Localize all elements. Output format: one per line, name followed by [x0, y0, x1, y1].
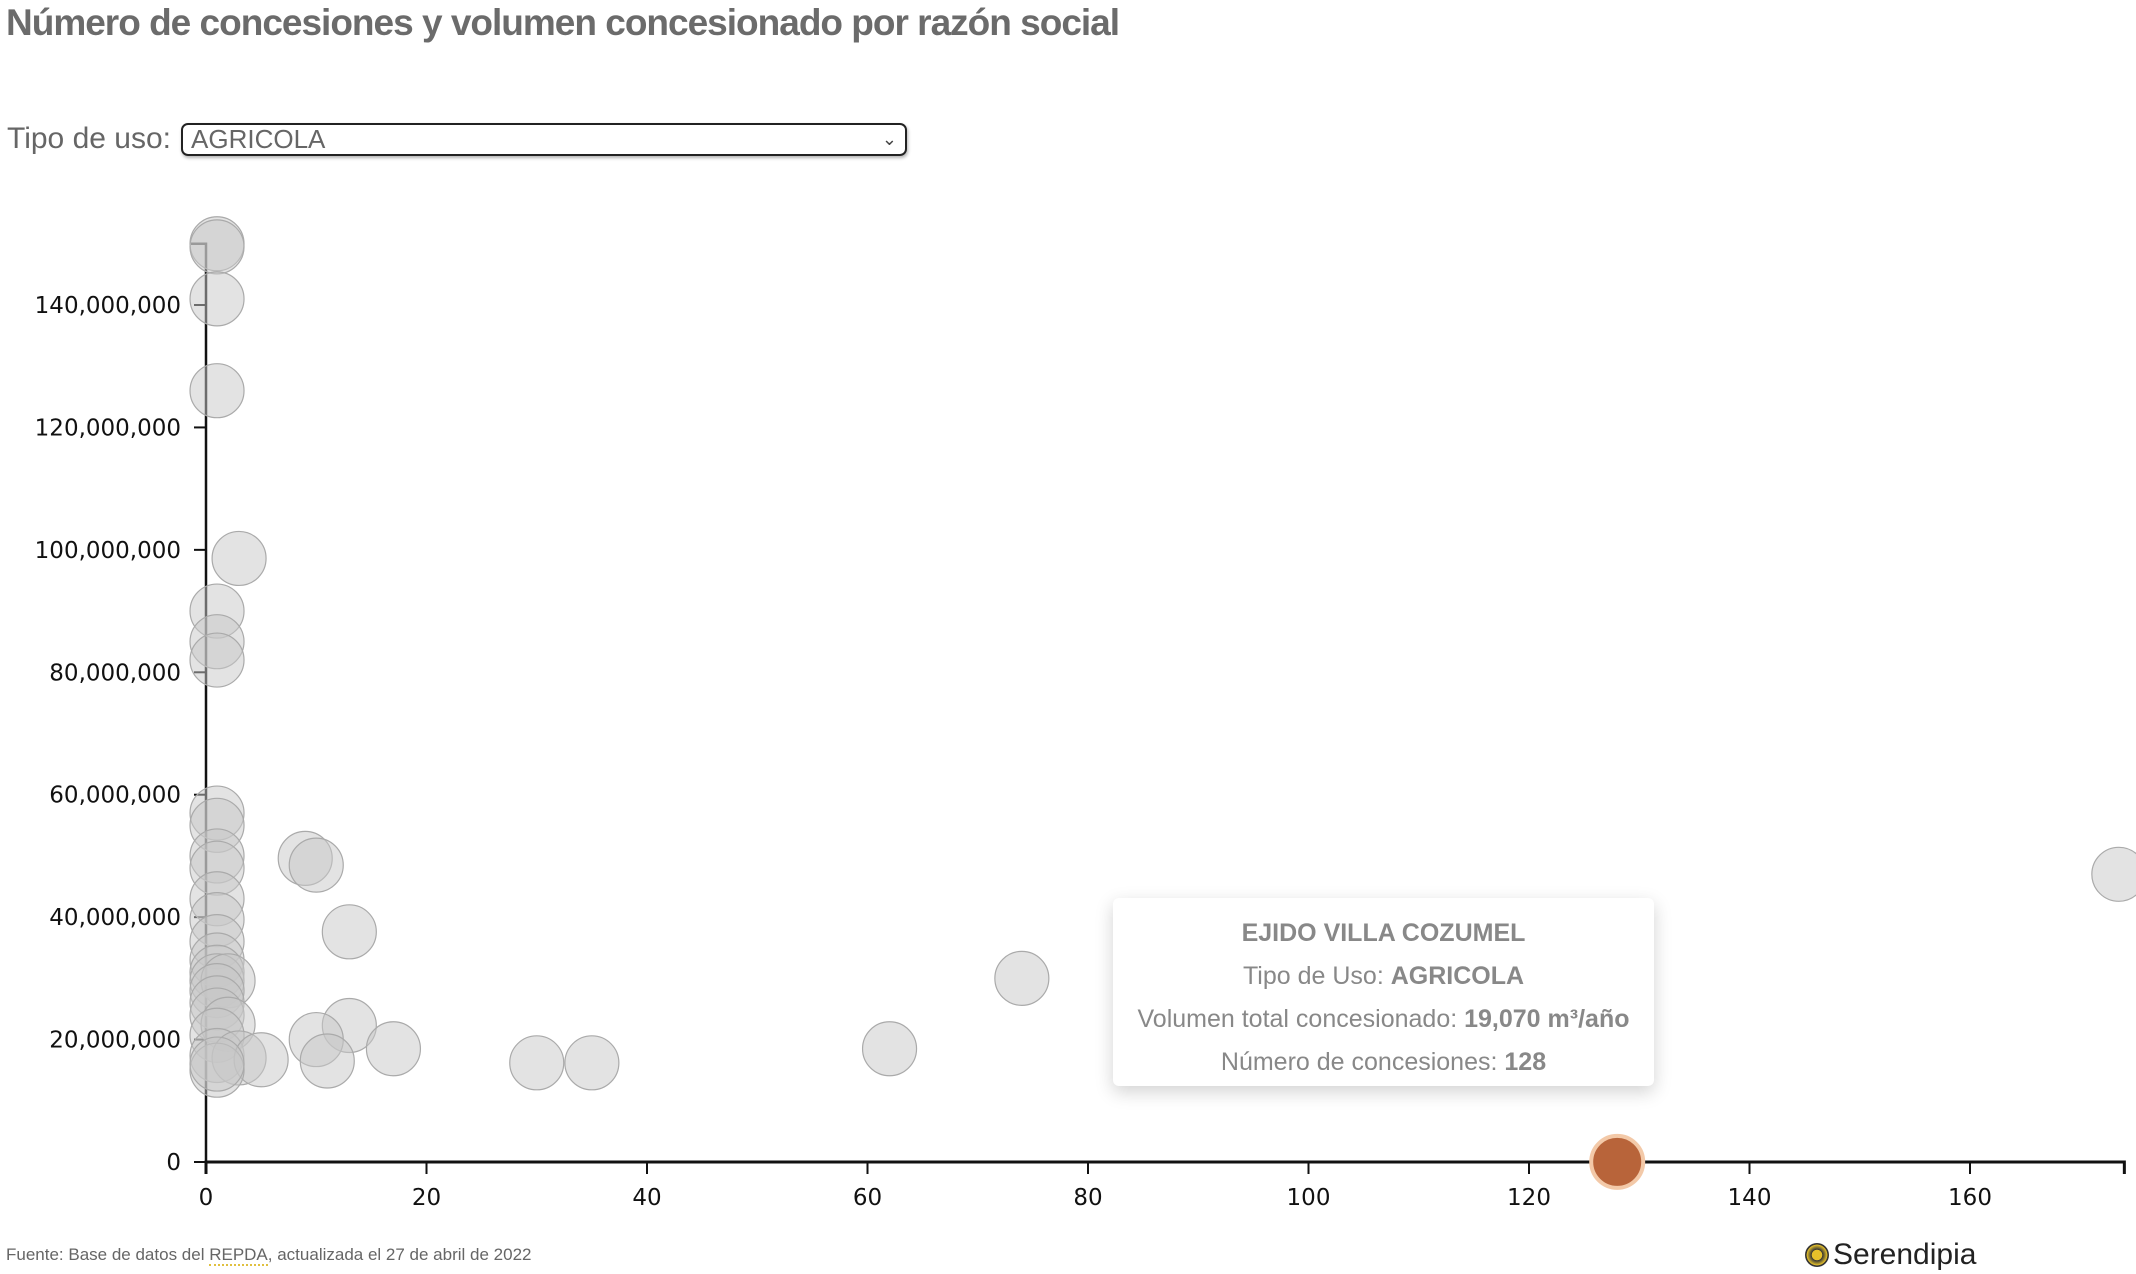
source-link[interactable]: REPDA: [209, 1245, 268, 1266]
y-tick-label: 20,000,000: [49, 1028, 181, 1054]
y-tick-label: 60,000,000: [49, 783, 181, 809]
y-tick-label: 100,000,000: [35, 538, 181, 564]
data-point: [321, 904, 377, 960]
y-tick-label: 80,000,000: [49, 660, 181, 686]
filter-label: Tipo de uso:: [7, 122, 171, 155]
logo-icon: [1805, 1243, 1829, 1267]
x-tick-label: 140: [1728, 1185, 1772, 1211]
data-point: [189, 271, 245, 327]
y-tick-label: 140,000,000: [35, 293, 181, 319]
data-point: [288, 837, 344, 893]
x-tick-label: 100: [1287, 1185, 1331, 1211]
data-point: [564, 1035, 620, 1091]
x-tick-label: 80: [1073, 1185, 1102, 1211]
x-tick-label: 0: [199, 1185, 214, 1211]
x-tick-label: 40: [632, 1185, 661, 1211]
tooltip-volumen: Volumen total concesionado: 19,070 m³/añ…: [1137, 1005, 1630, 1033]
tipo-de-uso-select[interactable]: AGRICOLA ⌄: [181, 122, 907, 156]
x-tick-label: 160: [1948, 1185, 1992, 1211]
tooltip-name: EJIDO VILLA COZUMEL: [1241, 919, 1526, 947]
y-tick-label: 0: [166, 1150, 181, 1176]
x-axis-line: [204, 1160, 2126, 1174]
data-point: [189, 632, 245, 688]
tooltip: EJIDO VILLA COZUMEL Tipo de Uso: AGRICOL…: [1113, 898, 1654, 1086]
data-point: [365, 1021, 422, 1077]
chevron-down-icon: ⌄: [881, 128, 897, 149]
x-tick-label: 120: [1507, 1185, 1551, 1211]
data-point: [189, 219, 245, 275]
y-tick-label: 40,000,000: [49, 905, 181, 931]
data-point: [861, 1021, 918, 1077]
source-note: Fuente: Base de datos del REPDA, actuali…: [6, 1245, 532, 1266]
data-point: [189, 363, 245, 419]
data-point: [509, 1035, 565, 1091]
serendipia-logo[interactable]: Serendipia: [1805, 1238, 1976, 1272]
select-value: AGRICOLA: [191, 123, 326, 154]
page-title: Número de concesiones y volumen concesio…: [6, 2, 1120, 43]
tooltip-concesiones: Número de concesiones: 128: [1220, 1048, 1547, 1076]
data-point: [994, 950, 1050, 1006]
filter: Tipo de uso: AGRICOLA ⌄: [7, 122, 907, 156]
data-point: [2091, 846, 2136, 902]
tooltip-tipo: Tipo de Uso: AGRICOLA: [1242, 962, 1525, 990]
data-point-highlighted[interactable]: [1589, 1133, 1646, 1190]
data-point: [299, 1033, 355, 1089]
x-tick-label: 20: [412, 1185, 441, 1211]
y-tick-label: 120,000,000: [35, 415, 181, 441]
data-point: [189, 1036, 245, 1092]
data-point: [211, 530, 267, 587]
x-tick-label: 60: [853, 1185, 882, 1211]
